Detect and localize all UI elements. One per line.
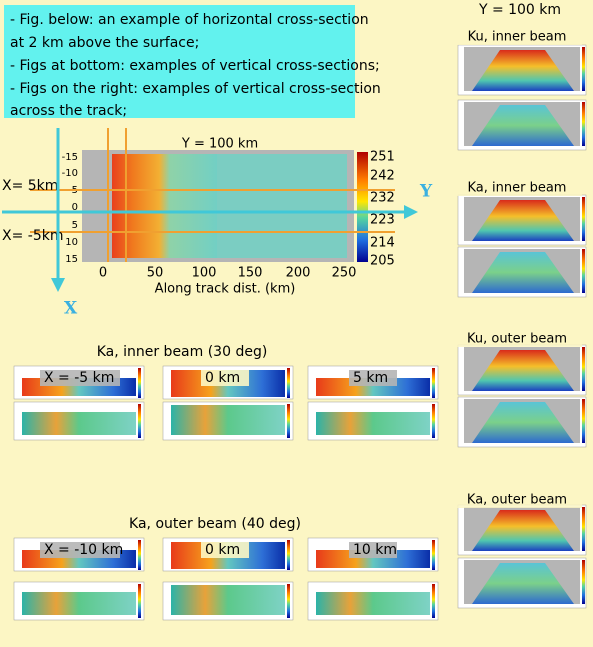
section-title: Ka, outer beam (40 deg)	[129, 516, 301, 532]
note-line: across the track;	[10, 103, 127, 119]
cut-label: X= -5km	[2, 228, 63, 244]
colorbar	[287, 368, 290, 398]
panel-title: 10 km	[353, 542, 397, 558]
x-tick-label: 50	[147, 266, 164, 281]
panel-title: Ku, inner beam	[468, 30, 567, 45]
colorbar	[582, 47, 585, 91]
colorbar-label: 223	[370, 213, 395, 228]
x-tick-label: 0	[99, 266, 107, 281]
colorbar	[287, 404, 290, 438]
colorbar-label: 205	[370, 254, 395, 269]
x-tick-label: 250	[332, 266, 357, 281]
slide: - Fig. below: an example of horizontal c…	[0, 0, 593, 647]
panel-title: 0 km	[205, 542, 240, 558]
doppler-image	[171, 585, 285, 615]
panel-title: 5 km	[353, 370, 388, 386]
cut-label: X= 5km	[2, 178, 58, 194]
note-line: - Fig. below: an example of horizontal c…	[10, 12, 369, 28]
page: - Fig. below: an example of horizontal c…	[0, 0, 593, 647]
section-title: Ka, inner beam (30 deg)	[97, 344, 268, 360]
axis-name: Y	[419, 182, 433, 202]
panel-title: Ka, outer beam	[467, 493, 567, 508]
doppler-image	[22, 592, 136, 615]
colorbar	[582, 347, 585, 391]
x-tick-label: 200	[286, 266, 311, 281]
y-tick-label: -15	[62, 152, 78, 163]
colorbar	[432, 404, 435, 438]
note-line: - Figs on the right: examples of vertica…	[10, 81, 381, 97]
radar-image	[217, 154, 347, 258]
colorbar-label: 232	[370, 191, 395, 206]
panel-title: X = -10 km	[44, 542, 123, 558]
colorbar	[138, 368, 141, 398]
colorbar	[138, 584, 141, 618]
x-tick-label: 100	[192, 266, 217, 281]
panel-title: Ka, inner beam	[468, 181, 567, 196]
colorbar	[138, 540, 141, 570]
y-tick-label: -10	[62, 168, 78, 179]
x-tick-label: 150	[238, 266, 263, 281]
colorbar	[582, 507, 585, 551]
colorbar	[582, 102, 585, 146]
colorbar	[582, 560, 585, 604]
colorbar	[582, 399, 585, 443]
colorbar	[582, 197, 585, 241]
y-tick-label: 15	[65, 254, 78, 265]
panel-title: Ku, outer beam	[467, 332, 567, 347]
x-axis-label: Along track dist. (km)	[155, 282, 296, 297]
colorbar	[357, 152, 368, 262]
colorbar-label: 242	[370, 169, 395, 184]
colorbar	[287, 540, 290, 570]
figure-title: Y = 100 km	[181, 137, 258, 152]
colorbar	[582, 249, 585, 293]
colorbar	[138, 404, 141, 438]
doppler-image	[171, 405, 285, 435]
doppler-image	[316, 412, 430, 435]
column-title: Y = 100 km	[478, 2, 561, 18]
y-tick-label: 10	[65, 237, 78, 248]
colorbar	[432, 368, 435, 398]
colorbar	[432, 584, 435, 618]
axis-name: X	[64, 299, 78, 319]
note-line: at 2 km above the surface;	[10, 35, 199, 51]
colorbar-label: 214	[370, 236, 395, 251]
panel-title: 0 km	[205, 370, 240, 386]
radar-image	[112, 154, 217, 258]
panel-title: X = -5 km	[44, 370, 114, 386]
colorbar-label: 251	[370, 150, 395, 165]
doppler-image	[22, 412, 136, 435]
doppler-image	[316, 592, 430, 615]
y-tick-label: 5	[72, 220, 78, 231]
colorbar	[287, 584, 290, 618]
colorbar	[432, 540, 435, 570]
note-line: - Figs at bottom: examples of vertical c…	[10, 58, 380, 74]
